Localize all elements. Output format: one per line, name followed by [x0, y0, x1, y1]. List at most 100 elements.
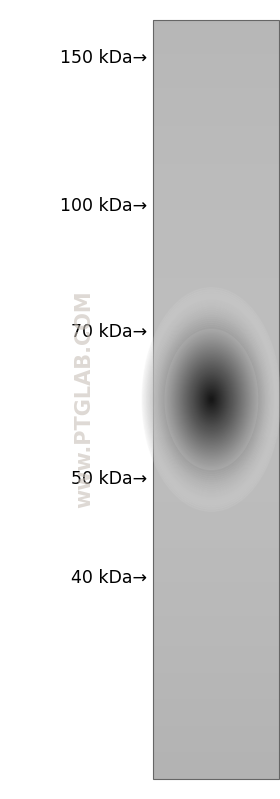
Bar — [153, 24, 279, 27]
Ellipse shape — [193, 372, 230, 427]
Bar — [153, 543, 279, 547]
Bar — [153, 66, 279, 70]
Ellipse shape — [190, 368, 233, 431]
Bar — [153, 289, 279, 293]
Ellipse shape — [188, 364, 235, 435]
Bar — [153, 608, 279, 612]
Bar — [153, 240, 279, 244]
Bar — [153, 46, 279, 50]
Bar — [153, 692, 279, 695]
Bar — [153, 638, 279, 642]
Ellipse shape — [199, 380, 224, 419]
Bar — [153, 620, 279, 623]
Bar — [153, 304, 279, 308]
Ellipse shape — [197, 377, 226, 422]
Bar — [153, 118, 279, 122]
Bar — [153, 339, 279, 343]
Bar — [153, 768, 279, 772]
Bar — [153, 179, 279, 183]
Bar — [153, 673, 279, 677]
Bar — [153, 133, 279, 137]
Bar — [153, 81, 279, 85]
Ellipse shape — [189, 366, 234, 433]
Bar — [153, 574, 279, 578]
Bar — [153, 365, 279, 369]
Text: 50 kDa→: 50 kDa→ — [71, 471, 147, 488]
Ellipse shape — [146, 294, 277, 505]
Bar — [153, 168, 279, 172]
Bar — [153, 514, 279, 517]
Bar — [153, 255, 279, 259]
Bar — [153, 551, 279, 555]
Bar — [153, 328, 279, 331]
Bar — [153, 194, 279, 198]
Bar — [153, 529, 279, 532]
Bar — [153, 555, 279, 559]
Bar — [153, 92, 279, 96]
Bar — [153, 468, 279, 471]
Bar — [153, 423, 279, 426]
Bar — [153, 35, 279, 39]
Bar — [153, 665, 279, 669]
Bar — [153, 517, 279, 521]
Bar — [153, 695, 279, 699]
Bar — [153, 722, 279, 725]
Bar — [153, 300, 279, 304]
Bar — [153, 149, 279, 153]
Bar — [153, 415, 279, 419]
Bar — [153, 487, 279, 491]
Ellipse shape — [197, 379, 225, 420]
Ellipse shape — [174, 342, 249, 457]
Bar — [153, 202, 279, 206]
Ellipse shape — [209, 396, 214, 403]
Bar — [153, 703, 279, 707]
Bar — [153, 400, 279, 403]
Bar — [153, 658, 279, 662]
Bar — [153, 259, 279, 263]
Ellipse shape — [155, 311, 268, 488]
Ellipse shape — [192, 370, 231, 429]
Bar — [153, 96, 279, 100]
Bar — [153, 141, 279, 145]
Ellipse shape — [181, 353, 242, 446]
Bar — [153, 263, 279, 267]
Bar — [153, 39, 279, 42]
Bar — [153, 213, 279, 217]
Bar — [153, 130, 279, 133]
Bar — [153, 445, 279, 449]
Bar — [153, 597, 279, 601]
Bar — [153, 540, 279, 543]
Ellipse shape — [142, 288, 280, 511]
Bar — [153, 502, 279, 506]
Bar — [153, 745, 279, 749]
Bar — [153, 506, 279, 510]
Ellipse shape — [206, 391, 217, 407]
Bar — [153, 627, 279, 631]
Bar — [153, 677, 279, 680]
Bar — [153, 373, 279, 377]
Bar — [153, 293, 279, 297]
Ellipse shape — [199, 381, 223, 418]
Bar — [153, 392, 279, 396]
Ellipse shape — [185, 359, 238, 440]
Bar — [153, 749, 279, 753]
Ellipse shape — [182, 355, 241, 444]
Bar — [153, 725, 279, 729]
Bar — [153, 187, 279, 191]
Bar — [153, 347, 279, 350]
Ellipse shape — [203, 387, 220, 412]
Bar — [153, 419, 279, 422]
Bar — [153, 699, 279, 703]
Bar — [153, 688, 279, 692]
Bar — [153, 278, 279, 282]
Ellipse shape — [202, 385, 221, 414]
Bar — [153, 559, 279, 562]
Bar — [153, 760, 279, 764]
Bar — [153, 396, 279, 400]
Ellipse shape — [171, 338, 252, 461]
Bar — [153, 252, 279, 255]
Bar — [153, 42, 279, 46]
Bar — [153, 312, 279, 316]
Bar — [153, 191, 279, 195]
Bar — [153, 137, 279, 141]
